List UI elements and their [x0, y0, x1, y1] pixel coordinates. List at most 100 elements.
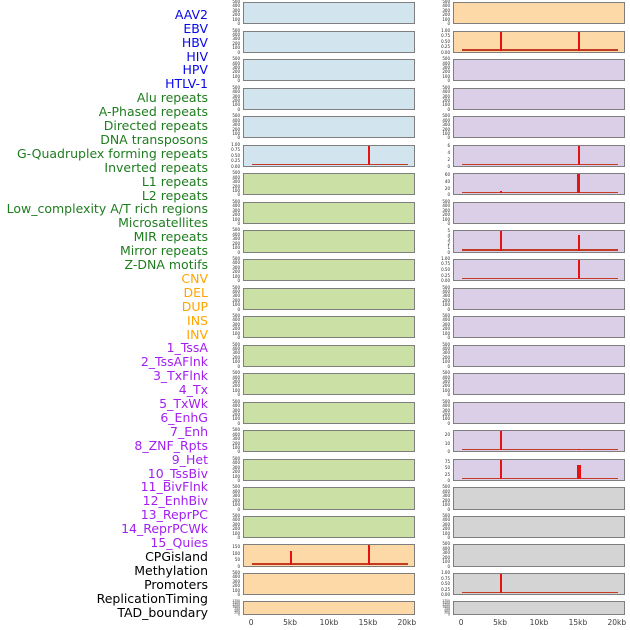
y-tick-label: 300: [442, 207, 450, 213]
y-tick-label: 400: [232, 60, 240, 66]
track-label-z-dna-motifs: Z-DNA motifs: [124, 257, 208, 272]
y-tick-label: 300: [442, 407, 450, 413]
track-label-replicationtiming: ReplicationTiming: [96, 590, 208, 606]
y-tick-label: 2: [447, 241, 450, 247]
y-tick-label: 400: [232, 117, 240, 123]
y-tick-label: 300: [232, 93, 240, 99]
track-label-4-tx: 4_Tx: [178, 382, 208, 398]
profile-panel-l2-repeats: [243, 373, 415, 396]
track-label-methylation: Methylation: [134, 562, 208, 578]
y-tick-label: 0.25: [231, 158, 240, 164]
y-tick-label: 100: [442, 102, 450, 108]
y-tick-label: 500: [232, 198, 240, 204]
y-tick-label: 300: [232, 7, 240, 13]
y-tick-label: 500: [232, 512, 240, 518]
y-axis-ticks: 500 400 300 200 100 0: [209, 27, 240, 55]
y-tick-label: 200: [442, 212, 450, 218]
track-label-a-phased-repeats: A-Phased repeats: [98, 104, 208, 120]
y-tick-label: 0.25: [441, 586, 450, 592]
y-axis-ticks: 60 40 20 0: [419, 173, 450, 198]
track-label-l1-repeats: L1 repeats: [141, 173, 208, 189]
y-tick-label: 200: [442, 126, 450, 132]
y-tick-label: 300: [232, 493, 240, 499]
signal-spike: [577, 448, 581, 451]
profile-panel-promoters: [453, 544, 625, 567]
y-tick-label: 200: [442, 383, 450, 389]
y-tick-label: 300: [442, 550, 450, 556]
profile-panel-mir-repeats: [243, 458, 415, 481]
y-tick-label: 200: [232, 97, 240, 103]
y-tick-label: 0: [237, 278, 240, 284]
track-label-directed-repeats: Directed repeats: [103, 118, 208, 133]
track-label-7-enh: 7_Enh: [170, 423, 208, 439]
y-axis-ticks: 500 400 300 200 100 0: [209, 170, 240, 197]
y-tick-label: 300: [232, 321, 240, 327]
y-tick-label: 100: [232, 587, 240, 593]
y-tick-label: 200: [442, 526, 450, 532]
track-label-l2-repeats: L2 repeats: [141, 187, 208, 203]
track-label-mir-repeats: MIR repeats: [133, 229, 208, 245]
y-tick-label: 500: [442, 398, 450, 404]
y-tick-label: 0: [237, 249, 240, 255]
y-tick-label: 1500: [442, 600, 450, 605]
profile-panel-6-enhg: [453, 201, 625, 225]
y-tick-label: 100: [232, 45, 240, 51]
y-tick-label: 400: [442, 203, 450, 209]
y-tick-label: 400: [232, 203, 240, 209]
y-tick-label: 400: [442, 346, 450, 352]
y-tick-label: 200: [442, 297, 450, 303]
y-tick-label: 200: [442, 497, 450, 503]
y-tick-label: 500: [232, 427, 240, 433]
y-tick-label: 500: [232, 56, 240, 62]
y-tick-label: 200: [232, 412, 240, 417]
y-tick-label: 300: [442, 293, 450, 299]
y-tick-label: 0.50: [231, 152, 240, 158]
y-tick-label: 0: [447, 192, 450, 198]
y-tick-label: 500: [232, 113, 240, 119]
y-tick-label: 400: [232, 317, 240, 323]
y-tick-label: 100: [442, 16, 450, 22]
track-label-promoters: Promoters: [144, 576, 208, 592]
y-tick-label: 0: [237, 477, 240, 483]
y-tick-label: 200: [232, 297, 240, 303]
track-label-6-enhg: 6_EnhG: [160, 409, 208, 425]
y-tick-label: 0: [237, 106, 240, 112]
y-tick-label: 200: [442, 354, 450, 360]
y-tick-label: 300: [232, 293, 240, 299]
track-label-12-enhbiv: 12_EnhBiv: [142, 493, 208, 509]
y-tick-label: 1.00: [441, 27, 450, 33]
signal-baseline: [462, 192, 618, 194]
y-tick-label: 0.00: [441, 49, 450, 55]
y-tick-label: 750: [444, 606, 450, 611]
y-tick-label: 0: [237, 449, 240, 455]
y-tick-label: 500: [234, 608, 240, 613]
track-label-hpv: HPV: [182, 62, 209, 78]
y-tick-label: 200: [442, 12, 450, 18]
y-tick-label: 0.50: [441, 267, 450, 273]
y-tick-label: 0: [447, 363, 450, 369]
y-axis-ticks: 500 400 300 200 100 0: [209, 427, 240, 455]
signal-spike: [499, 31, 503, 51]
y-tick-label: 0: [237, 335, 240, 341]
y-tick-label: 500: [232, 170, 240, 176]
y-tick-label: 200: [232, 183, 240, 189]
y-tick-label: 0: [237, 221, 240, 227]
y-tick-label: 300: [442, 64, 450, 70]
y-tick-label: 400: [232, 460, 240, 466]
y-axis-ticks: 500 400 300 200 100 0: [209, 485, 240, 511]
y-tick-label: 500: [442, 484, 450, 490]
profile-panel-l1-repeats: [243, 344, 415, 367]
y-tick-label: 0: [237, 49, 240, 55]
y-tick-label: 500: [232, 27, 240, 33]
track-label-tad-boundary: TAD_boundary: [117, 604, 208, 620]
y-tick-label: 0.50: [441, 581, 450, 587]
y-tick-label: 40: [444, 178, 450, 184]
y-tick-label: 400: [232, 31, 240, 37]
y-axis-ticks: 150 100 50 0: [209, 544, 240, 569]
y-tick-label: 50: [234, 557, 240, 563]
y-tick-label: 100: [442, 559, 450, 565]
profile-panel-a-phased-repeats: [243, 201, 415, 225]
y-tick-label: 0: [447, 163, 450, 169]
y-tick-label: 400: [232, 431, 240, 437]
signal-spike: [499, 431, 503, 451]
